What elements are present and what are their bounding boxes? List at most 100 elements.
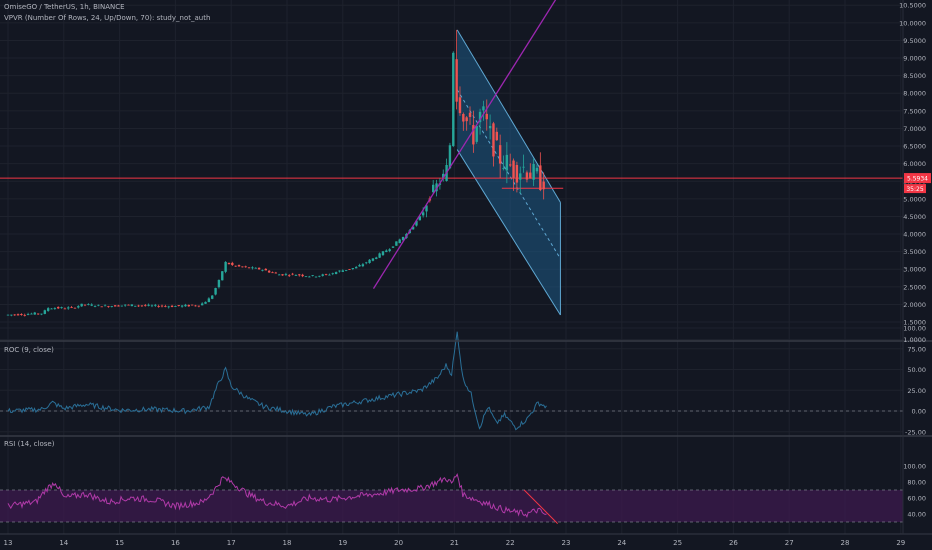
candle [254, 267, 257, 269]
candle [425, 203, 428, 218]
candle-body [482, 106, 485, 111]
price-tick-label: 4.0000 [903, 231, 926, 239]
candle [117, 304, 120, 307]
candle-body [160, 305, 164, 307]
candle-body [90, 304, 93, 306]
roc-tick-label: 25.00 [907, 387, 926, 395]
candle [291, 272, 294, 276]
candle [211, 295, 214, 300]
price-tick-label: 6.5000 [903, 143, 926, 151]
regression-channel [457, 29, 561, 315]
candle [431, 179, 435, 194]
candle-body [395, 241, 398, 246]
candle [60, 306, 63, 309]
rsi-indicator-label[interactable]: RSI (14, close) [4, 440, 55, 448]
candle-body [421, 212, 425, 216]
candle-body [455, 59, 458, 102]
candle-body [371, 258, 375, 261]
candle-body [472, 125, 475, 145]
candle [67, 306, 70, 310]
time-tick-label[interactable]: 13 [4, 539, 13, 547]
time-tick-label[interactable]: 25 [673, 539, 682, 547]
candle [241, 266, 244, 268]
roc-indicator-label[interactable]: ROC (9, close) [4, 346, 54, 354]
candle-body [284, 274, 288, 275]
time-axis[interactable]: 13 14 15 16 17 18 19 20 21 22 23 24 25 26 27 28 29 [4, 539, 906, 547]
candle [63, 307, 67, 310]
candle-body [294, 275, 298, 276]
vpvr-indicator-label[interactable]: VPVR (Number Of Rows, 24, Up/Down, 70): … [4, 14, 211, 22]
candle [331, 272, 334, 276]
candle-body [6, 314, 10, 316]
candle [365, 261, 368, 265]
time-tick-label[interactable]: 19 [338, 539, 347, 547]
candle [197, 305, 201, 308]
time-tick-label[interactable]: 29 [896, 539, 905, 547]
candle-body [207, 298, 211, 303]
candle [107, 305, 110, 308]
candle [519, 166, 522, 194]
time-tick-label[interactable]: 18 [283, 539, 292, 547]
candle-body [381, 251, 385, 256]
rsi-tick-label: 60.00 [907, 495, 926, 503]
candle-body [107, 306, 110, 308]
time-tick-label[interactable]: 16 [171, 539, 180, 547]
candle [100, 306, 103, 308]
candle-body [465, 117, 468, 122]
time-tick-label[interactable]: 17 [227, 539, 236, 547]
candle-body [197, 305, 201, 307]
price-tick-label: 8.5000 [903, 72, 926, 80]
candle-body [57, 306, 60, 309]
candle-body [277, 274, 281, 276]
candle-body [93, 306, 97, 307]
time-tick-label[interactable]: 14 [59, 539, 68, 547]
price-axis[interactable]: 10.5000 10.0000 9.5000 9.0000 8.5000 8.0000 7.… [899, 2, 931, 519]
rsi-pane[interactable] [0, 472, 903, 524]
candle [224, 261, 227, 274]
time-tick-label[interactable]: 20 [394, 539, 403, 547]
candle [304, 276, 308, 278]
candle-body [509, 164, 512, 166]
candle-body [418, 216, 422, 221]
time-tick-label[interactable]: 24 [617, 539, 626, 547]
candle-body [488, 125, 492, 129]
channel-mid-line [456, 89, 561, 259]
time-tick-label[interactable]: 26 [729, 539, 738, 547]
candle [271, 271, 274, 274]
candle-body [120, 305, 124, 307]
candle [344, 270, 348, 272]
price-tick-label: 3.0000 [903, 266, 926, 274]
time-tick-label[interactable]: 15 [115, 539, 124, 547]
candle [80, 303, 83, 307]
candle-body [70, 306, 73, 308]
candle-body [43, 310, 47, 314]
candle [495, 127, 499, 142]
price-tick-label: 9.0000 [903, 55, 926, 63]
grid-layer [0, 0, 903, 534]
candle-body [144, 305, 147, 307]
candle [46, 307, 50, 312]
candle [478, 108, 482, 135]
candle [194, 304, 197, 307]
candle-body [435, 183, 438, 192]
candle-body [281, 274, 284, 276]
candle-body [388, 249, 391, 252]
candle [442, 169, 445, 182]
candle-body [150, 305, 154, 307]
time-tick-label[interactable]: 21 [450, 539, 459, 547]
candle [385, 249, 388, 253]
time-tick-label[interactable]: 28 [841, 539, 850, 547]
price-pane[interactable] [0, 0, 903, 317]
time-tick-label[interactable]: 27 [785, 539, 794, 547]
time-tick-label[interactable]: 22 [506, 539, 515, 547]
candle [308, 275, 311, 278]
candle [468, 106, 472, 125]
candle-body [224, 261, 227, 272]
candle [465, 116, 468, 131]
time-tick-label[interactable]: 23 [562, 539, 571, 547]
candle [134, 305, 137, 307]
candle-body [532, 163, 535, 180]
roc-pane[interactable] [0, 331, 903, 431]
candle [472, 110, 475, 153]
